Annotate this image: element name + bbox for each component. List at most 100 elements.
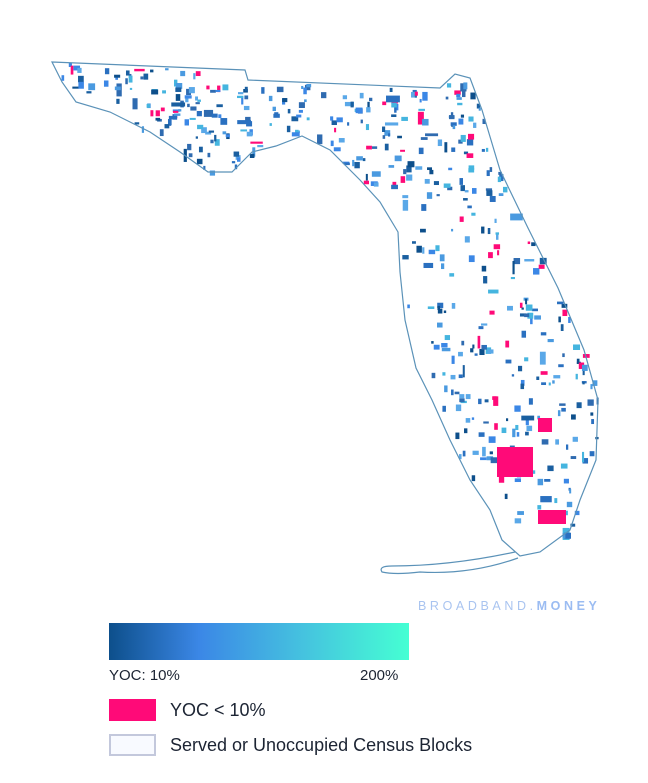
unserved-block bbox=[402, 255, 409, 260]
unserved-block bbox=[436, 194, 440, 197]
unserved-block bbox=[225, 134, 230, 138]
unserved-block bbox=[568, 316, 571, 323]
unserved-block bbox=[455, 432, 460, 440]
unserved-block bbox=[484, 345, 487, 349]
unserved-block bbox=[384, 122, 399, 126]
unserved-block bbox=[448, 167, 453, 171]
unserved-block bbox=[527, 312, 534, 319]
unserved-block bbox=[547, 339, 554, 343]
unserved-block bbox=[207, 152, 211, 158]
unserved-block bbox=[427, 167, 433, 171]
unserved-block bbox=[485, 147, 489, 152]
unserved-block bbox=[134, 122, 140, 125]
unserved-block bbox=[407, 304, 410, 309]
unserved-block bbox=[587, 399, 594, 406]
unserved-block bbox=[214, 134, 217, 142]
unserved-block bbox=[497, 176, 502, 183]
unserved-block bbox=[524, 313, 530, 318]
below-threshold-block bbox=[150, 110, 154, 117]
unserved-block bbox=[539, 351, 546, 365]
unserved-block bbox=[373, 182, 379, 187]
unserved-block bbox=[437, 302, 444, 309]
unserved-block bbox=[103, 80, 109, 87]
unserved-block bbox=[435, 245, 440, 252]
unserved-block bbox=[541, 382, 547, 386]
unserved-block bbox=[173, 79, 178, 87]
unserved-block bbox=[581, 451, 585, 463]
unserved-block bbox=[437, 139, 443, 147]
below-threshold-block bbox=[250, 141, 263, 144]
unserved-block bbox=[480, 457, 487, 461]
unserved-block bbox=[306, 117, 310, 121]
unserved-block bbox=[402, 199, 409, 211]
unserved-block bbox=[401, 116, 408, 121]
unserved-block bbox=[454, 391, 460, 395]
unserved-block bbox=[526, 425, 533, 432]
unserved-block bbox=[533, 268, 540, 275]
below-threshold-block bbox=[538, 264, 545, 269]
unserved-block bbox=[553, 375, 561, 379]
unserved-block bbox=[462, 365, 465, 378]
unserved-block bbox=[481, 265, 487, 272]
unserved-block bbox=[482, 118, 486, 124]
unserved-block bbox=[422, 247, 425, 254]
unserved-block bbox=[433, 181, 439, 186]
unserved-block bbox=[203, 165, 206, 170]
unserved-block bbox=[521, 307, 524, 310]
unserved-block bbox=[520, 383, 525, 390]
unserved-block bbox=[321, 92, 327, 99]
unserved-block bbox=[88, 83, 96, 91]
served-swatch bbox=[109, 734, 156, 756]
unserved-block bbox=[471, 475, 476, 482]
unserved-block bbox=[304, 84, 311, 91]
unserved-block bbox=[391, 102, 397, 108]
unserved-block bbox=[421, 204, 427, 211]
below-threshold-block bbox=[206, 85, 210, 90]
unserved-block bbox=[195, 102, 200, 105]
unserved-block bbox=[558, 316, 561, 323]
unserved-block bbox=[201, 127, 207, 134]
below-threshold-block bbox=[489, 310, 495, 315]
unserved-block bbox=[452, 125, 456, 130]
unserved-block bbox=[407, 161, 415, 168]
unserved-block bbox=[424, 178, 430, 184]
unserved-block bbox=[233, 151, 240, 157]
unserved-block bbox=[195, 136, 198, 139]
unserved-block bbox=[411, 91, 416, 98]
unserved-block bbox=[565, 444, 569, 450]
unserved-block bbox=[494, 218, 497, 223]
unserved-block bbox=[459, 178, 464, 185]
unserved-block bbox=[406, 165, 412, 173]
unserved-block bbox=[189, 117, 196, 120]
unserved-block bbox=[429, 169, 434, 175]
unserved-block bbox=[468, 255, 475, 263]
unserved-block bbox=[210, 139, 214, 144]
unserved-block bbox=[524, 357, 529, 362]
unserved-block bbox=[205, 131, 212, 135]
unserved-block bbox=[557, 410, 561, 417]
unserved-block bbox=[422, 91, 428, 101]
scale-max-label: 200% bbox=[360, 667, 399, 684]
unserved-block bbox=[245, 116, 251, 122]
unserved-block bbox=[570, 456, 577, 460]
unserved-block bbox=[286, 125, 291, 133]
unserved-block bbox=[560, 324, 564, 331]
unserved-block bbox=[237, 95, 244, 99]
unserved-block bbox=[428, 249, 436, 255]
unserved-block bbox=[442, 372, 446, 376]
unserved-block bbox=[222, 131, 227, 135]
unserved-block bbox=[196, 158, 203, 165]
yoc-color-scale bbox=[109, 623, 409, 660]
unserved-block bbox=[514, 478, 521, 483]
unserved-block bbox=[555, 439, 560, 445]
unserved-block bbox=[590, 412, 594, 416]
unserved-block bbox=[471, 417, 475, 420]
below-threshold-block bbox=[538, 418, 552, 432]
unserved-block bbox=[384, 143, 389, 151]
unserved-block bbox=[268, 95, 273, 102]
unserved-block bbox=[548, 382, 551, 386]
below-threshold-block bbox=[497, 447, 533, 477]
unserved-block bbox=[558, 364, 564, 368]
unserved-block bbox=[471, 188, 477, 194]
unserved-block bbox=[303, 87, 307, 95]
